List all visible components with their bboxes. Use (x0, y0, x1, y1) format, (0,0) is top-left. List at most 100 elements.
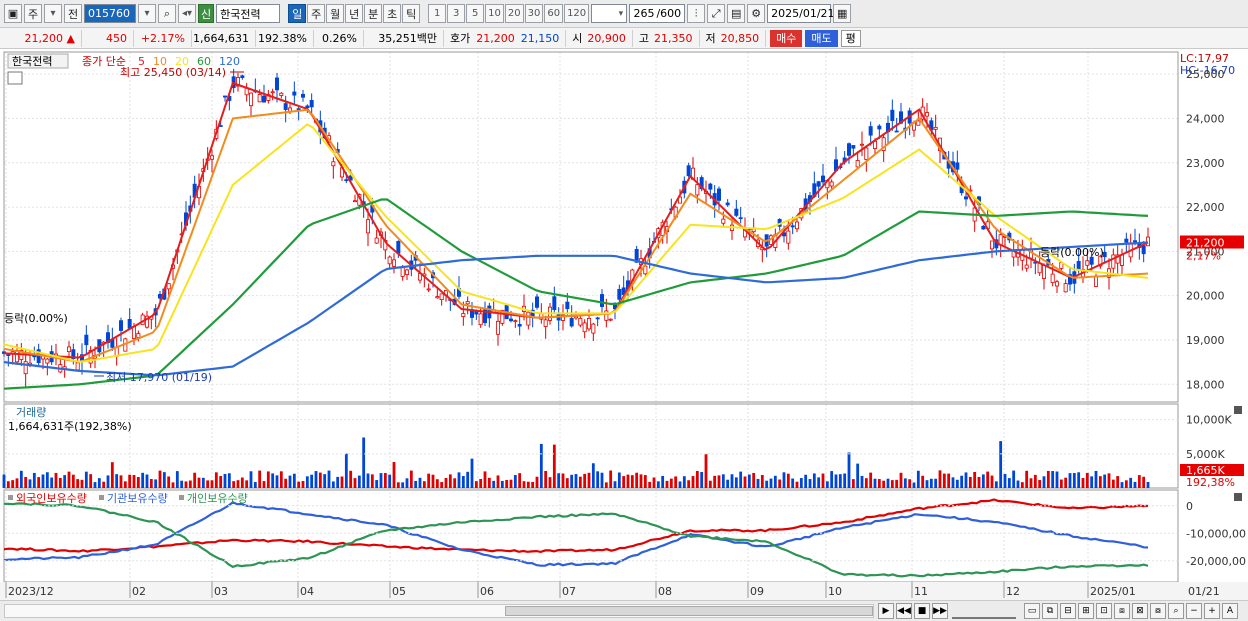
quote-bar: 21,200 ▲ 450 +2.17% 1,664,631 192.38% 0.… (0, 28, 1248, 49)
interval-tab-2[interactable]: 5 (466, 4, 485, 23)
holding-legend: 외국인보유수량 기관보유수량 개인보유수량 (8, 492, 248, 505)
horizontal-scrollbar[interactable] (4, 604, 874, 618)
volume-bar (500, 480, 504, 488)
period-tab-3[interactable]: 년 (345, 4, 364, 23)
zoom-out-icon[interactable]: − (1186, 603, 1202, 619)
volume-bar (795, 481, 799, 488)
volume-bar (279, 471, 283, 488)
candle-body (67, 346, 72, 353)
volume-bar (171, 482, 175, 488)
fast-forward-icon[interactable]: ▶▶ (932, 603, 948, 619)
period-tab-1[interactable]: 주 (307, 4, 326, 23)
period-tab-4[interactable]: 분 (364, 4, 383, 23)
layout-icon-4[interactable]: ⊞ (1078, 603, 1094, 619)
candle-body (721, 218, 726, 224)
stock-code-input[interactable]: 015760 (84, 4, 136, 23)
calendar-icon[interactable]: ▦ (833, 4, 852, 23)
candle (717, 186, 722, 211)
period-tab-0[interactable]: 일 (288, 4, 307, 23)
stop-icon[interactable]: ■ (914, 603, 930, 619)
volume-bar (791, 478, 795, 488)
volume-bar (1085, 472, 1089, 488)
interval-select[interactable]: ▾ (591, 4, 628, 23)
text-tool-icon[interactable]: A (1222, 603, 1238, 619)
interval-tab-7[interactable]: 120 (564, 4, 590, 23)
layout-icon-7[interactable]: ⊠ (1132, 603, 1148, 619)
holding-tick: -10,000,00 (1186, 527, 1246, 540)
crosshair-icon[interactable]: ⤢ (707, 4, 726, 23)
zoom-track[interactable] (952, 603, 1016, 619)
period-tab-5[interactable]: 초 (383, 4, 402, 23)
search-icon[interactable]: ⌕ (158, 4, 176, 23)
volume-bar (895, 479, 899, 488)
sell-button[interactable]: 매도 (805, 29, 838, 47)
interval-tab-4[interactable]: 20 (504, 4, 524, 23)
window-icon[interactable]: ▣ (4, 4, 22, 23)
layout-icon-1[interactable]: ▭ (1024, 603, 1040, 619)
chart-type-icon[interactable]: ⫶ (687, 4, 706, 23)
volume-bar (695, 470, 699, 488)
volume-bar (149, 479, 153, 488)
candle-body (404, 269, 409, 275)
y-axes: 25,000 24,000 23,000 22,000 21,000 20,000 19,0… (4, 68, 1246, 568)
save-icon[interactable]: ▤ (727, 4, 746, 23)
zoom-in-icon[interactable]: + (1204, 603, 1220, 619)
volume-close-icon[interactable] (1234, 406, 1242, 414)
high-price: 고 21,350 (633, 29, 700, 47)
holding-legend-2: 개인보유수량 (187, 492, 248, 505)
volume-bar (981, 474, 985, 488)
volume-bar (219, 476, 223, 488)
interval-tab-3[interactable]: 10 (485, 4, 504, 23)
turnover: 0.26% (314, 29, 364, 47)
stock-name-field[interactable]: 한국전력 (216, 4, 281, 23)
period-tab-6[interactable]: 틱 (402, 4, 421, 23)
code-dropdown-icon[interactable]: ▾ (138, 4, 156, 23)
layout-icon-2[interactable]: ⧉ (1042, 603, 1058, 619)
buy-button[interactable]: 매수 (770, 29, 803, 47)
sound-icon[interactable]: ◂▾ (178, 4, 196, 23)
zoom-slider[interactable] (952, 603, 1016, 619)
candle (495, 311, 500, 346)
eval-button[interactable]: 평 (840, 29, 861, 47)
period-tab-2[interactable]: 월 (326, 4, 345, 23)
scroll-thumb[interactable] (505, 606, 873, 616)
volume-bar (466, 471, 470, 488)
holding-close-icon[interactable] (1234, 493, 1242, 501)
rewind-icon[interactable]: ◀◀ (896, 603, 912, 619)
volume-bar (1025, 470, 1029, 488)
candle-body (279, 92, 284, 96)
volume-bar (379, 473, 383, 488)
layout-icon-5[interactable]: ⊡ (1096, 603, 1112, 619)
volume-bar (665, 480, 669, 488)
interval-tab-1[interactable]: 3 (447, 4, 466, 23)
market-select[interactable]: 주 (24, 4, 42, 23)
zoom-search-icon[interactable]: ⌕ (1168, 603, 1184, 619)
volume-bar (752, 472, 756, 488)
candle-body (816, 181, 821, 187)
volume-bar (1012, 470, 1016, 488)
volume-bar (1146, 481, 1150, 488)
gear-icon[interactable]: ⚙ (747, 4, 766, 23)
prev-button[interactable]: 전 (64, 4, 82, 23)
layout-icon-6[interactable]: ⧈ (1114, 603, 1130, 619)
interval-tab-6[interactable]: 60 (544, 4, 564, 23)
stock-code-value: 015760 (88, 7, 130, 20)
volume-bar (600, 472, 604, 488)
dropdown-icon[interactable]: ▾ (44, 4, 62, 23)
candle-body (608, 318, 613, 321)
interval-tab-5[interactable]: 30 (524, 4, 544, 23)
volume-bar (856, 463, 860, 488)
layout-icon-3[interactable]: ⊟ (1060, 603, 1076, 619)
scroll-right-icon[interactable]: ▶ (878, 603, 894, 619)
layout-icon-8[interactable]: ⧇ (1150, 603, 1166, 619)
candle-body (578, 318, 583, 326)
stock-chart[interactable]: 25,000 24,000 23,000 22,000 21,000 20,000 19,0… (0, 50, 1248, 600)
volume-bar (271, 473, 275, 488)
interval-tab-0[interactable]: 1 (428, 4, 447, 23)
volume-bar (617, 472, 621, 488)
open-value: 20,900 (587, 31, 626, 45)
date-field[interactable]: 2025/01/21 (767, 4, 835, 23)
volume-bar (877, 479, 881, 488)
count-field[interactable]: 265 /600 (629, 4, 686, 23)
grid-toggle-icon[interactable] (7, 71, 23, 85)
